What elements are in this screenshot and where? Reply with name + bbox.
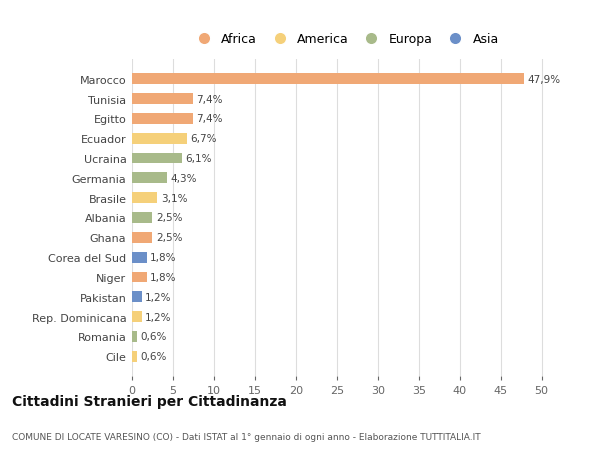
Bar bbox=[132, 134, 187, 144]
Bar bbox=[132, 351, 137, 362]
Text: 1,2%: 1,2% bbox=[145, 312, 172, 322]
Text: 0,6%: 0,6% bbox=[140, 352, 167, 362]
Bar bbox=[132, 312, 142, 322]
Text: 7,4%: 7,4% bbox=[196, 94, 223, 104]
Legend: Africa, America, Europa, Asia: Africa, America, Europa, Asia bbox=[186, 28, 504, 51]
Text: 1,2%: 1,2% bbox=[145, 292, 172, 302]
Bar bbox=[132, 114, 193, 124]
Bar bbox=[132, 272, 147, 283]
Bar bbox=[132, 193, 157, 204]
Bar bbox=[132, 331, 137, 342]
Text: 3,1%: 3,1% bbox=[161, 193, 187, 203]
Text: 7,4%: 7,4% bbox=[196, 114, 223, 124]
Bar bbox=[132, 74, 524, 85]
Text: 0,6%: 0,6% bbox=[140, 332, 167, 342]
Bar bbox=[132, 153, 182, 164]
Bar bbox=[132, 94, 193, 105]
Text: 4,3%: 4,3% bbox=[170, 174, 197, 184]
Text: COMUNE DI LOCATE VARESINO (CO) - Dati ISTAT al 1° gennaio di ogni anno - Elabora: COMUNE DI LOCATE VARESINO (CO) - Dati IS… bbox=[12, 431, 481, 441]
Text: 6,7%: 6,7% bbox=[190, 134, 217, 144]
Bar bbox=[132, 292, 142, 302]
Text: 2,5%: 2,5% bbox=[156, 213, 182, 223]
Text: 1,8%: 1,8% bbox=[150, 272, 176, 282]
Bar bbox=[132, 173, 167, 184]
Bar bbox=[132, 232, 152, 243]
Bar bbox=[132, 252, 147, 263]
Text: 6,1%: 6,1% bbox=[185, 154, 212, 164]
Text: 47,9%: 47,9% bbox=[527, 74, 561, 84]
Text: 1,8%: 1,8% bbox=[150, 252, 176, 263]
Text: 2,5%: 2,5% bbox=[156, 233, 182, 243]
Text: Cittadini Stranieri per Cittadinanza: Cittadini Stranieri per Cittadinanza bbox=[12, 395, 287, 409]
Bar bbox=[132, 213, 152, 224]
